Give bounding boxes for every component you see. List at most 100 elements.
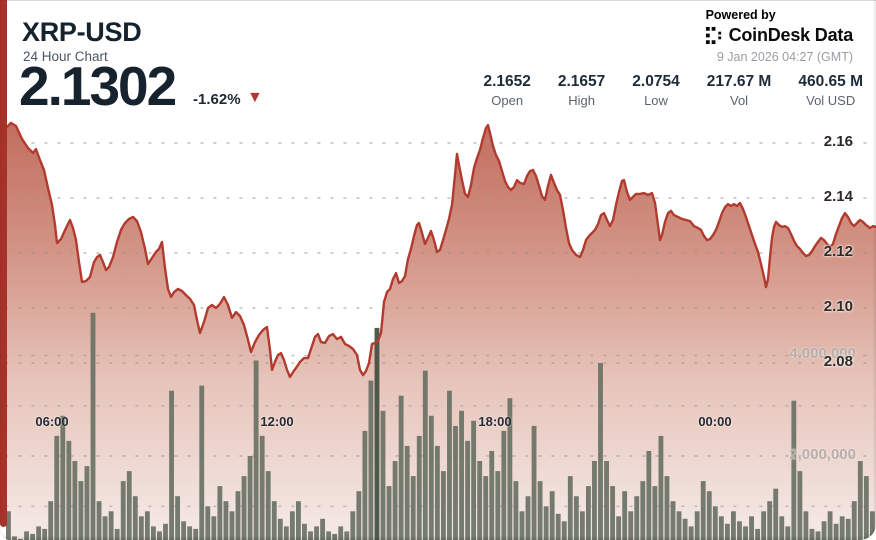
volume-bar (616, 516, 622, 540)
volume-bar (833, 523, 839, 540)
volume-bar (193, 528, 199, 540)
volume-bar (259, 435, 265, 540)
volume-bar (700, 481, 706, 540)
volume-bar (676, 511, 682, 540)
volume-bar (851, 501, 857, 540)
volume-bar (863, 476, 869, 540)
stat-volume-usd: 460.65 M Vol USD (798, 73, 863, 108)
stat-open-label: Open (491, 93, 524, 108)
volume-bar (767, 501, 773, 540)
volume-bar (78, 481, 84, 540)
down-triangle-icon: ▼ (247, 89, 263, 106)
stat-high: 2.1657 High (558, 73, 605, 108)
volume-bar (519, 511, 525, 540)
stat-low: 2.0754 Low (632, 73, 679, 108)
volume-bar (821, 521, 827, 540)
volume-bar (869, 511, 875, 540)
volume-bar (453, 425, 458, 540)
volume-bar (737, 521, 742, 540)
timestamp: 9 Jan 2026 04:27 (GMT) (716, 50, 853, 64)
volume-bar (755, 528, 761, 540)
volume-bar (241, 476, 247, 540)
volume-bar (513, 481, 519, 540)
volume-bar (507, 398, 513, 540)
volume-bar (199, 385, 205, 540)
volume-bar (471, 420, 477, 540)
volume-bar (368, 380, 374, 540)
volume-bar (434, 445, 440, 540)
volume-bar (803, 511, 809, 540)
volume-bar (181, 521, 187, 540)
volume-bar (658, 435, 664, 540)
volume-bar (392, 461, 398, 540)
volume-bar (265, 471, 271, 540)
stat-high-label: High (568, 93, 595, 108)
volume-bar (706, 491, 712, 540)
volume-bar (326, 531, 332, 540)
volume-bar (374, 327, 380, 540)
stat-open: 2.1652 Open (483, 73, 530, 108)
volume-bar (640, 481, 646, 540)
volume-bar (422, 370, 428, 540)
coindesk-logo[interactable]: CoinDesk Data (705, 25, 853, 46)
coindesk-bracket-icon (705, 26, 721, 45)
volume-bar (567, 476, 573, 540)
volume-bar (495, 471, 501, 540)
volume-bar (652, 486, 658, 540)
volume-bar (211, 516, 217, 540)
volume-bar (151, 526, 156, 540)
volume-bar (410, 476, 416, 540)
volume-bar (332, 533, 338, 540)
volume-bar (96, 501, 102, 540)
volume-bar (579, 511, 585, 540)
volume-bar (749, 516, 754, 540)
volume-bar (102, 516, 108, 540)
volume-bar (18, 538, 23, 540)
volume-bar (489, 451, 495, 540)
volume-bar (465, 440, 471, 540)
volume-bar (114, 528, 120, 540)
volume-bar (797, 471, 803, 540)
volume-bar (54, 435, 60, 540)
volume-bar (314, 526, 319, 540)
volume-bar (84, 466, 90, 540)
volume-bar (628, 511, 634, 540)
volume-bar (561, 521, 567, 540)
volume-bar (791, 400, 797, 540)
volume-bar (845, 518, 851, 540)
volume-bar (604, 461, 609, 540)
volume-bar (12, 536, 17, 540)
volume-bar (138, 516, 144, 540)
volume-bar (350, 511, 356, 540)
volume-bar (531, 425, 537, 540)
volume-bar (610, 486, 616, 540)
volume-bar (169, 390, 174, 540)
volume-bar (592, 461, 597, 540)
volume-bar (6, 511, 11, 540)
volume-bar (157, 531, 162, 540)
volume-bar (90, 312, 96, 540)
powered-by-label: Powered by (705, 8, 776, 22)
volume-bar (302, 523, 307, 540)
volume-bar (398, 395, 404, 540)
volume-bar (60, 415, 66, 540)
stat-volume-label: Vol (730, 93, 749, 108)
volume-bar (42, 528, 48, 540)
volume-bar (718, 516, 724, 540)
volume-bar (598, 363, 603, 540)
coindesk-logo-text: CoinDesk Data (728, 25, 854, 45)
volume-bar (555, 513, 561, 540)
volume-bar (724, 523, 730, 540)
symbol-title: XRP-USD (22, 17, 142, 47)
volume-bar (30, 533, 36, 540)
accent-strip (0, 0, 7, 527)
volume-bar (731, 511, 736, 540)
volume-bar (573, 496, 579, 540)
stat-volume-usd-label: Vol USD (806, 93, 856, 108)
volume-bar (187, 526, 193, 540)
volume-bar (501, 430, 507, 540)
volume-bar (253, 360, 259, 540)
